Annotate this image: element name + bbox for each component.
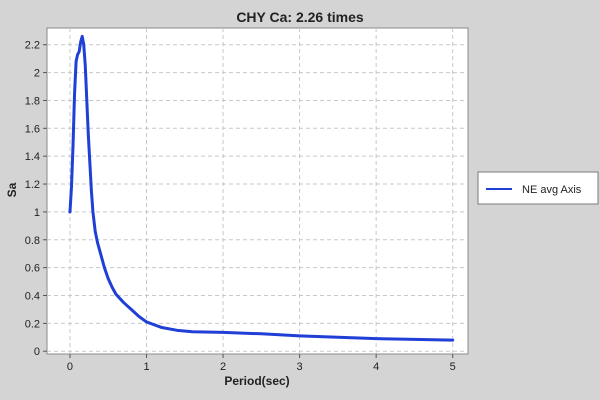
y-tick-label-9: 1.8 <box>25 95 40 107</box>
y-tick-label-2: 0.4 <box>25 290 40 302</box>
x-axis-label: Period(sec) <box>224 374 289 388</box>
x-tick-label-1: 1 <box>143 361 149 373</box>
grid-lines <box>47 28 468 354</box>
series-layer <box>68 34 455 342</box>
y-tick-label-6: 1.2 <box>25 179 40 191</box>
plot-area <box>46 27 469 355</box>
y-tick-label-11: 2.2 <box>25 40 40 52</box>
y-tick-label-8: 1.6 <box>25 123 40 135</box>
series-line-0 <box>68 34 455 342</box>
y-tick-label-10: 2 <box>34 68 40 80</box>
y-tick-label-5: 1 <box>34 207 40 219</box>
x-tick-label-2: 2 <box>220 361 226 373</box>
y-tick-label-0: 0 <box>34 346 40 358</box>
y-axis-ticks: 0 0.2 0.4 0.6 0.8 1 1.2 1.4 1.6 1.8 2 2.2 <box>25 40 47 358</box>
y-tick-label-4: 0.8 <box>25 235 40 247</box>
x-tick-label-3: 3 <box>297 361 303 373</box>
y-axis-label: Sa <box>5 182 19 197</box>
chart-title: CHY Ca: 2.26 times <box>236 9 364 25</box>
y-tick-label-7: 1.4 <box>25 151 40 163</box>
x-tick-label-5: 5 <box>450 361 456 373</box>
legend-item-label: NE avg Axis <box>522 184 582 196</box>
legend: NE avg Axis <box>477 171 599 205</box>
y-tick-label-3: 0.6 <box>25 263 40 275</box>
x-tick-label-0: 0 <box>67 361 73 373</box>
x-tick-label-4: 4 <box>373 361 379 373</box>
x-axis-ticks: 0 1 2 3 4 5 <box>67 354 456 373</box>
y-tick-label-1: 0.2 <box>25 318 40 330</box>
